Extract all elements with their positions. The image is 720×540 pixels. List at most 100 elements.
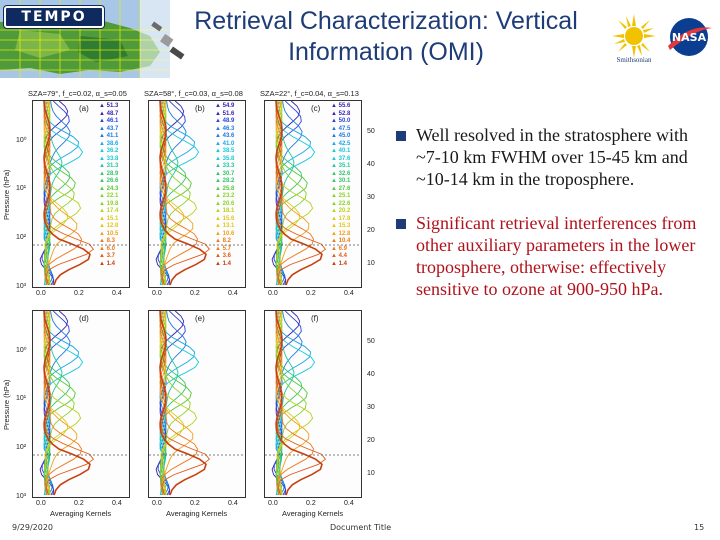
tempo-logo: TEMPO — [4, 6, 104, 28]
legend-entry: ▲ 12.8 — [331, 230, 351, 237]
legend-entry: ▲ 27.6 — [331, 185, 351, 192]
kernel-curves — [33, 101, 129, 286]
slide-title-line2: Information (OMI) — [288, 38, 484, 66]
legend-entry: ▲ 3.6 — [215, 253, 231, 259]
kernel-curve — [159, 101, 207, 286]
smithsonian-label: Smithsonian — [616, 56, 652, 64]
kernel-curve — [273, 311, 302, 496]
kernel-panel: (d) — [32, 310, 130, 498]
footer-document-title: Document Title — [330, 523, 392, 532]
y-tick-label: 10² — [16, 234, 27, 241]
kernel-panel: (a) ▲ 51.3 ▲ 48.7 ▲ 46.1 ▲ 43.7 ▲ 41.1 ▲ 38.6 ▲… — [32, 100, 130, 288]
legend-entry: ▲ 43.7 — [99, 125, 119, 132]
kernel-curve — [275, 311, 307, 496]
kernel-curve — [43, 101, 78, 285]
y-tick-label: 10³ — [16, 283, 27, 290]
y-tick-label: 10⁰ — [16, 137, 27, 144]
panel-caption: SZA=79°, f_c=0.02, α_s=0.05 — [28, 89, 127, 98]
legend-entry: ▲ 8.3 — [99, 238, 115, 244]
panel-letter: (b) — [195, 104, 205, 113]
kernel-curve — [43, 101, 71, 286]
legend-entry: ▲ 31.3 — [99, 163, 119, 169]
legend-entry: ▲ 6.0 — [99, 245, 115, 252]
legend-entry: ▲ 48.7 — [99, 110, 119, 117]
bullet-text: Well resolved in the stratosphere with ~… — [416, 125, 688, 189]
legend-entry: ▲ 13.1 — [215, 223, 235, 229]
x-tick-label: 0.0 — [152, 500, 162, 507]
legend-entry: ▲ 35.1 — [331, 163, 351, 169]
kernel-panel: (c) ▲ 55.6 ▲ 52.8 ▲ 50.0 ▲ 47.5 ▲ 45.0 ▲ 42.5 ▲… — [264, 100, 362, 288]
legend-entry: ▲ 10.4 — [331, 238, 351, 244]
legend-entry: ▲ 48.9 — [215, 118, 235, 124]
legend-entry: ▲ 41.1 — [99, 133, 119, 139]
legend-entry: ▲ 43.6 — [215, 133, 235, 139]
y-tick-label: 10¹ — [16, 185, 27, 192]
bullet-square-icon — [396, 131, 406, 141]
legend-entry: ▲ 5.7 — [215, 245, 231, 252]
panel-letter: (f) — [311, 314, 319, 323]
legend-entry: ▲ 26.6 — [99, 178, 119, 184]
legend-entry: ▲ 55.6 — [331, 103, 351, 109]
legend-entry: ▲ 23.2 — [215, 193, 235, 199]
legend-entry: ▲ 15.3 — [331, 223, 351, 229]
y-axis-title: Pressure (hPa) — [2, 169, 11, 220]
legend-entry: ▲ 22.1 — [99, 193, 119, 199]
kernel-curve — [43, 101, 75, 286]
bullet-text: Significant retrieval interferences from… — [416, 213, 697, 299]
slide-header: TEMPO Retrieval Characterization: Vertic… — [0, 0, 720, 78]
panel-letter: (d) — [79, 314, 89, 323]
panel-letter: (a) — [79, 104, 89, 113]
legend-entry: ▲ 1.4 — [331, 260, 347, 267]
legend-entry: ▲ 24.3 — [99, 185, 119, 192]
legend-entry: ▲ 36.2 — [99, 148, 119, 154]
legend-entry: ▲ 46.1 — [99, 118, 119, 124]
legend-entry: ▲ 6.9 — [331, 245, 347, 252]
legend-entry: ▲ 41.0 — [215, 140, 235, 147]
x-tick-label: 0.4 — [112, 290, 122, 297]
bullet-item-interference: Significant retrieval interferences from… — [394, 212, 712, 300]
kernel-curve — [159, 101, 187, 286]
kernel-curves — [265, 311, 361, 496]
kernel-panel: (e) — [148, 310, 246, 498]
x-tick-label: 0.0 — [36, 500, 46, 507]
legend-entry: ▲ 20.2 — [331, 208, 351, 214]
bullet-square-icon — [396, 219, 406, 229]
kernel-curve — [41, 101, 70, 286]
x-tick-label: 0.4 — [344, 500, 354, 507]
kernel-curve — [41, 311, 70, 496]
y-tick-label: 10³ — [16, 493, 27, 500]
kernel-curves — [265, 101, 361, 286]
y-tick-label: 10¹ — [16, 395, 27, 402]
altitude-legend: ▲ 55.6 ▲ 52.8 ▲ 50.0 ▲ 47.5 ▲ 45.0 ▲ 42.5 ▲ 40… — [331, 103, 361, 268]
altitude-tick-label: 30 — [367, 404, 375, 411]
altitude-tick-label: 50 — [367, 338, 375, 345]
altitude-tick-label: 40 — [367, 371, 375, 378]
x-tick-label: 0.4 — [228, 500, 238, 507]
legend-entry: ▲ 10.6 — [215, 230, 235, 237]
legend-entry: ▲ 18.1 — [215, 208, 235, 214]
slide-title-line1: Retrieval Characterization: Vertical — [194, 7, 578, 35]
legend-entry: ▲ 35.8 — [215, 155, 235, 162]
legend-entry: ▲ 32.6 — [331, 170, 351, 177]
kernel-curve — [275, 311, 303, 496]
kernel-panel: (f) — [264, 310, 362, 498]
kernel-curve — [159, 101, 191, 286]
altitude-tick-label: 50 — [367, 128, 375, 135]
kernel-curve — [43, 311, 91, 496]
altitude-tick-label: 20 — [367, 437, 375, 444]
x-tick-label: 0.2 — [190, 500, 200, 507]
legend-entry: ▲ 17.8 — [331, 215, 351, 222]
legend-entry: ▲ 15.6 — [215, 215, 235, 222]
altitude-tick-label: 30 — [367, 194, 375, 201]
kernel-panel: (b) ▲ 54.9 ▲ 51.6 ▲ 48.9 ▲ 46.3 ▲ 43.6 ▲ 41.0 ▲… — [148, 100, 246, 288]
kernel-curve — [159, 101, 194, 285]
y-tick-label: 10² — [16, 444, 27, 451]
satellite-icon — [151, 21, 185, 60]
legend-entry: ▲ 1.4 — [215, 260, 231, 267]
kernel-curve — [43, 311, 75, 496]
kernel-curve — [43, 101, 91, 286]
altitude-legend: ▲ 51.3 ▲ 48.7 ▲ 46.1 ▲ 43.7 ▲ 41.1 ▲ 38.6 ▲ 36… — [99, 103, 129, 268]
legend-entry: ▲ 12.8 — [99, 223, 119, 229]
legend-entry: ▲ 54.9 — [215, 103, 235, 109]
legend-entry: ▲ 3.7 — [99, 253, 115, 259]
